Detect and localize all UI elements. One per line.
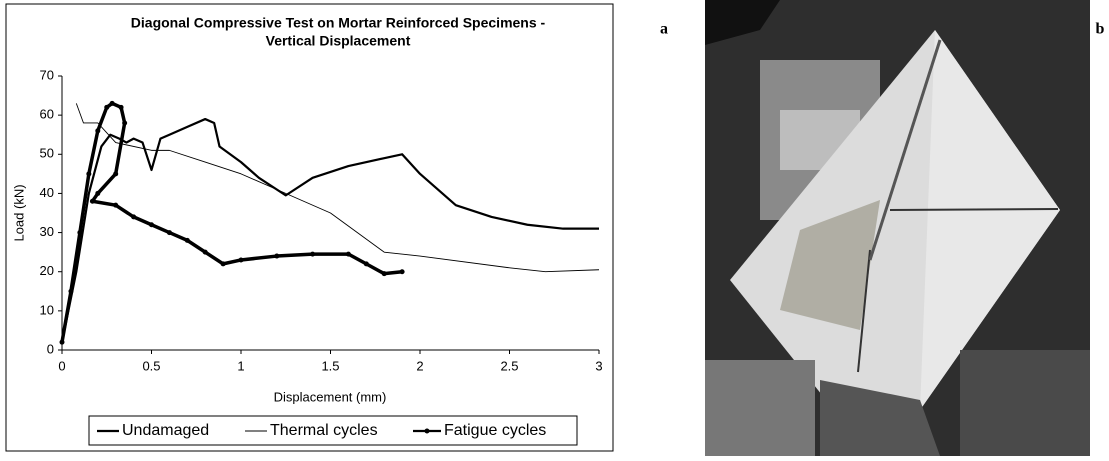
series-marker (363, 261, 369, 267)
y-axis-label: Load (kN) (11, 184, 26, 241)
series-marker (381, 271, 387, 277)
y-tick-label: 30 (40, 224, 54, 239)
legend-label: Thermal cycles (270, 422, 378, 439)
series-marker (345, 251, 351, 257)
legend-label: Fatigue cycles (444, 422, 546, 439)
x-axis-label: Displacement (mm) (274, 389, 387, 404)
panel-label: a (660, 21, 668, 38)
y-tick-label: 50 (40, 146, 54, 161)
y-tick-label: 40 (40, 185, 54, 200)
series-marker (184, 237, 190, 243)
photo-gauge (857, 249, 871, 373)
x-tick-label: 1.5 (321, 358, 339, 373)
photo-table (705, 360, 815, 456)
series-marker (95, 128, 101, 134)
y-tick-label: 70 (40, 67, 54, 82)
x-tick-label: 2.5 (500, 358, 518, 373)
photo-equipment (960, 350, 1090, 456)
series-line (75, 103, 600, 273)
legend-label: Undamaged (122, 422, 209, 439)
x-tick-label: 0.5 (142, 358, 160, 373)
series-marker (310, 251, 316, 257)
series-marker (113, 171, 119, 177)
series-marker (238, 257, 244, 263)
series-line (60, 101, 403, 343)
photo-support (820, 380, 940, 456)
series-marker (118, 104, 124, 110)
chart-frame (5, 3, 614, 452)
series-marker (220, 261, 226, 267)
y-tick-label: 60 (40, 107, 54, 122)
photo-gauge (889, 208, 1059, 211)
legend-marker (424, 428, 430, 434)
series-marker (77, 230, 83, 236)
series-marker (109, 100, 115, 106)
series-marker (95, 190, 101, 196)
y-tick-label: 20 (40, 263, 54, 278)
x-tick-label: 3 (595, 358, 602, 373)
series-line (60, 117, 599, 343)
chart-title: Diagonal Compressive Test on Mortar Rein… (131, 15, 546, 31)
photo-specimen-face (920, 30, 1060, 410)
series-marker (274, 253, 280, 259)
series-marker (113, 202, 119, 208)
photo-damage (780, 200, 880, 330)
chart-title: Vertical Displacement (266, 33, 411, 49)
x-tick-label: 0 (58, 358, 65, 373)
photo-shadow (705, 0, 780, 45)
series-marker (104, 104, 110, 110)
series-marker (149, 222, 154, 228)
series-marker (86, 171, 92, 177)
series-marker (131, 214, 137, 220)
series-marker (68, 288, 74, 294)
y-tick-label: 10 (40, 302, 54, 317)
y-tick-label: 0 (47, 341, 54, 356)
legend-box (88, 415, 578, 446)
series-marker (122, 120, 128, 126)
panel-label: b (1096, 21, 1105, 38)
series-marker (89, 198, 95, 204)
photo-crack (868, 39, 942, 261)
photo (705, 0, 1090, 456)
series-marker (59, 339, 65, 345)
series-marker (166, 230, 172, 236)
series-marker (399, 269, 405, 275)
x-tick-label: 1 (237, 358, 244, 373)
series-marker (202, 249, 208, 255)
x-tick-label: 2 (416, 358, 423, 373)
